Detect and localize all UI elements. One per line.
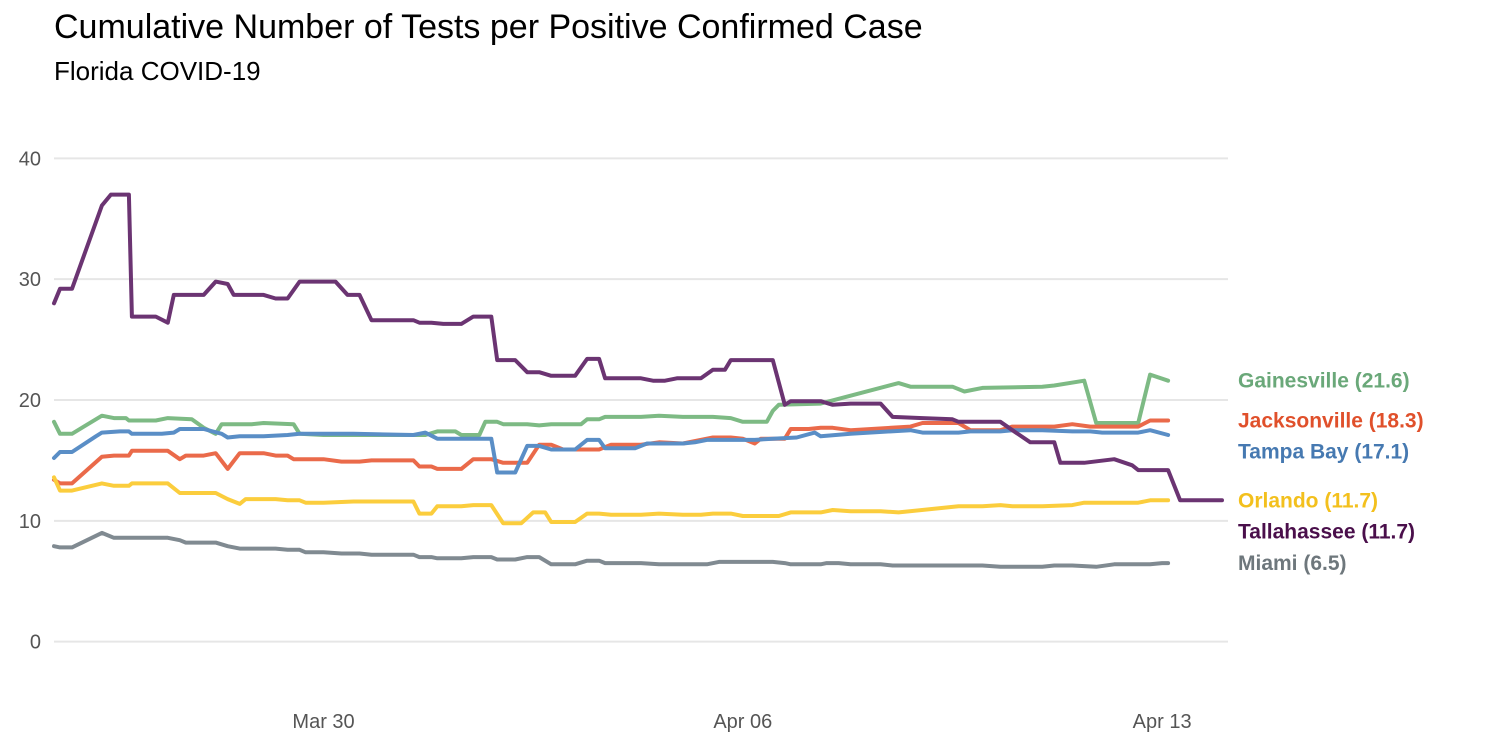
y-tick-label-20: 20 <box>19 390 41 412</box>
series-line-miami <box>52 530 1171 569</box>
y-axis-ticks: 0 10 20 30 40 <box>19 148 41 653</box>
series-lines <box>52 192 1224 569</box>
grid-lines <box>54 157 1228 643</box>
end-label-tampa-bay: Tampa Bay (17.1) <box>1238 441 1409 464</box>
end-label-gainesville: Gainesville (21.6) <box>1238 370 1410 393</box>
y-tick-label-10: 10 <box>19 511 41 533</box>
series-line-tallahassee <box>52 192 1224 503</box>
x-tick-label-1: Apr 06 <box>713 711 772 733</box>
series-line-tampa-bay <box>52 427 1171 475</box>
end-label-orlando: Orlando (11.7) <box>1238 489 1378 512</box>
chart-title: Cumulative Number of Tests per Positive … <box>54 8 923 46</box>
x-tick-label-2: Apr 13 <box>1133 711 1192 733</box>
x-axis-ticks: Mar 30 Apr 06 Apr 13 <box>292 711 1191 733</box>
series-line-orlando <box>52 475 1171 526</box>
end-label-miami: Miami (6.5) <box>1238 552 1347 575</box>
end-label-jacksonville: Jacksonville (18.3) <box>1238 410 1424 433</box>
series-end-labels: Gainesville (21.6) Jacksonville (18.3) Tam… <box>1238 370 1424 575</box>
end-label-tallahassee: Tallahassee (11.7) <box>1238 520 1415 543</box>
y-tick-label-40: 40 <box>19 148 41 170</box>
y-tick-label-0: 0 <box>30 632 41 654</box>
series-line-gainesville <box>52 372 1171 437</box>
x-tick-label-0: Mar 30 <box>292 711 354 733</box>
chart-subtitle: Florida COVID-19 <box>54 56 261 86</box>
y-tick-label-30: 30 <box>19 269 41 291</box>
